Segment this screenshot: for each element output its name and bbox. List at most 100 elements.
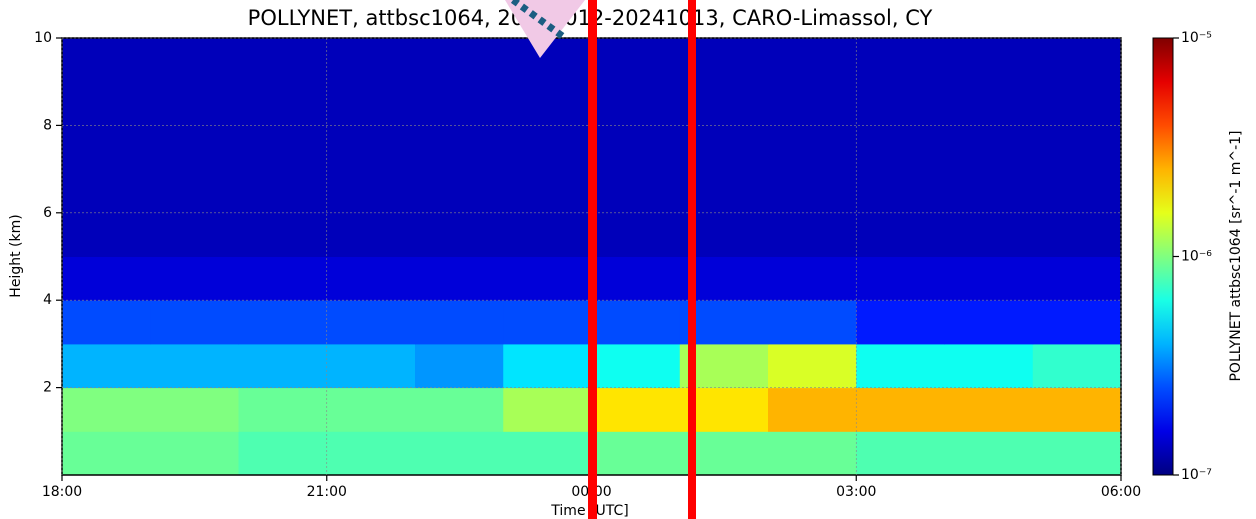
heatmap-cell: [238, 256, 328, 301]
heatmap-cell: [856, 212, 945, 257]
heatmap-cell: [62, 256, 151, 301]
heatmap-cell: [326, 81, 416, 126]
heatmap-cell: [1032, 169, 1122, 214]
y-tick-label: 4: [43, 292, 52, 308]
colorbar-tick-label: 10⁻⁶: [1181, 249, 1212, 265]
heatmap-cell: [150, 343, 239, 389]
heatmap-cell: [856, 387, 945, 432]
heatmap-cell: [150, 38, 239, 83]
heatmap-cell: [238, 169, 328, 214]
heatmap-cell: [503, 431, 592, 476]
heatmap-cell: [591, 38, 681, 83]
heatmap-cell: [150, 81, 239, 126]
heatmap-cell: [856, 256, 945, 301]
heatmap-cell: [768, 256, 857, 301]
heatmap-cell: [326, 300, 416, 345]
heatmap-cell: [62, 212, 151, 257]
red-marker: [588, 0, 597, 519]
heatmap-cell: [238, 212, 328, 257]
heatmap-cell: [326, 169, 416, 214]
heatmap-cell: [1032, 256, 1122, 301]
heatmap-cell: [944, 387, 1034, 432]
heatmap-cell: [238, 300, 328, 345]
heatmap-cell: [415, 387, 504, 432]
heatmap-cell: [415, 81, 504, 126]
heatmap-cell: [415, 212, 504, 257]
heatmap-cell: [62, 300, 151, 345]
heatmap-cell: [591, 81, 681, 126]
heatmap-cell: [944, 125, 1034, 170]
heatmap-cell: [1032, 125, 1122, 170]
heatmap-cell: [150, 387, 239, 432]
heatmap-cell: [944, 81, 1034, 126]
heatmap-cell: [503, 387, 592, 432]
heatmap-cell: [326, 256, 416, 301]
heatmap-cell: [1032, 38, 1122, 83]
red-marker: [688, 0, 696, 519]
heatmap-cell: [326, 431, 416, 476]
heatmap-cell: [591, 431, 681, 476]
heatmap-cell: [1032, 300, 1122, 345]
heatmap-cell: [415, 169, 504, 214]
heatmap-cell: [856, 38, 945, 83]
heatmap-cell: [326, 343, 416, 389]
heatmap-cell: [503, 256, 592, 301]
heatmap-cell: [503, 125, 592, 170]
heatmap-cell: [591, 169, 681, 214]
heatmap-cell: [944, 300, 1034, 345]
heatmap-cell: [944, 256, 1034, 301]
heatmap-cell: [326, 387, 416, 432]
heatmap-cell: [1032, 343, 1122, 389]
heatmap-cell: [768, 125, 857, 170]
y-tick-label: 10: [34, 30, 52, 46]
colorbar-tick-label: 10⁻⁷: [1181, 467, 1212, 483]
heatmap-cell: [415, 343, 504, 389]
x-tick-label: 06:00: [1101, 484, 1141, 500]
heatmap-cell: [856, 300, 945, 345]
heatmap-cell: [238, 125, 328, 170]
heatmap-cell: [503, 212, 592, 257]
heatmap-cell: [326, 38, 416, 83]
heatmap-cell: [768, 431, 857, 476]
x-tick-label: 03:00: [836, 484, 876, 500]
heatmap-cell: [150, 125, 239, 170]
heatmap-cell: [415, 125, 504, 170]
heatmap-cell: [415, 38, 504, 83]
heatmap-cell: [503, 169, 592, 214]
heatmap-cell: [1032, 387, 1122, 432]
heatmap-cell: [1032, 431, 1122, 476]
heatmap-cell: [856, 431, 945, 476]
heatmap-cell: [591, 212, 681, 257]
heatmap-cell: [503, 343, 592, 389]
heatmap-cell: [944, 38, 1034, 83]
y-tick-label: 6: [43, 205, 52, 221]
heatmap-cell: [238, 38, 328, 83]
heatmap-cell: [62, 81, 151, 126]
x-tick-label: 18:00: [42, 484, 82, 500]
heatmap-cell: [415, 431, 504, 476]
heatmap-cell: [856, 81, 945, 126]
heatmap-cell: [1032, 212, 1122, 257]
heatmap-cell: [768, 38, 857, 83]
heatmap-cell: [62, 169, 151, 214]
heatmap-cell: [591, 300, 681, 345]
heatmap-cell: [768, 300, 857, 345]
heatmap-cell: [150, 169, 239, 214]
heatmap-cell: [768, 81, 857, 126]
y-tick-label: 2: [43, 380, 52, 396]
colorbar: [1152, 37, 1174, 476]
heatmap-cell: [591, 343, 681, 389]
heatmap-cell: [768, 387, 857, 432]
heatmap-cell: [326, 125, 416, 170]
heatmap-cell: [591, 387, 681, 432]
colorbar-label: POLLYNET attbsc1064 [sr^-1 m^-1]: [1228, 130, 1244, 381]
heatmap-cell: [238, 387, 328, 432]
heatmap-cell: [415, 300, 504, 345]
heatmap-cell: [62, 125, 151, 170]
heatmap-cell: [238, 81, 328, 126]
heatmap-cell: [856, 125, 945, 170]
heatmap-cell: [150, 212, 239, 257]
x-tick-label: 21:00: [307, 484, 347, 500]
overlay: [505, 0, 696, 519]
heatmap-cell: [503, 300, 592, 345]
